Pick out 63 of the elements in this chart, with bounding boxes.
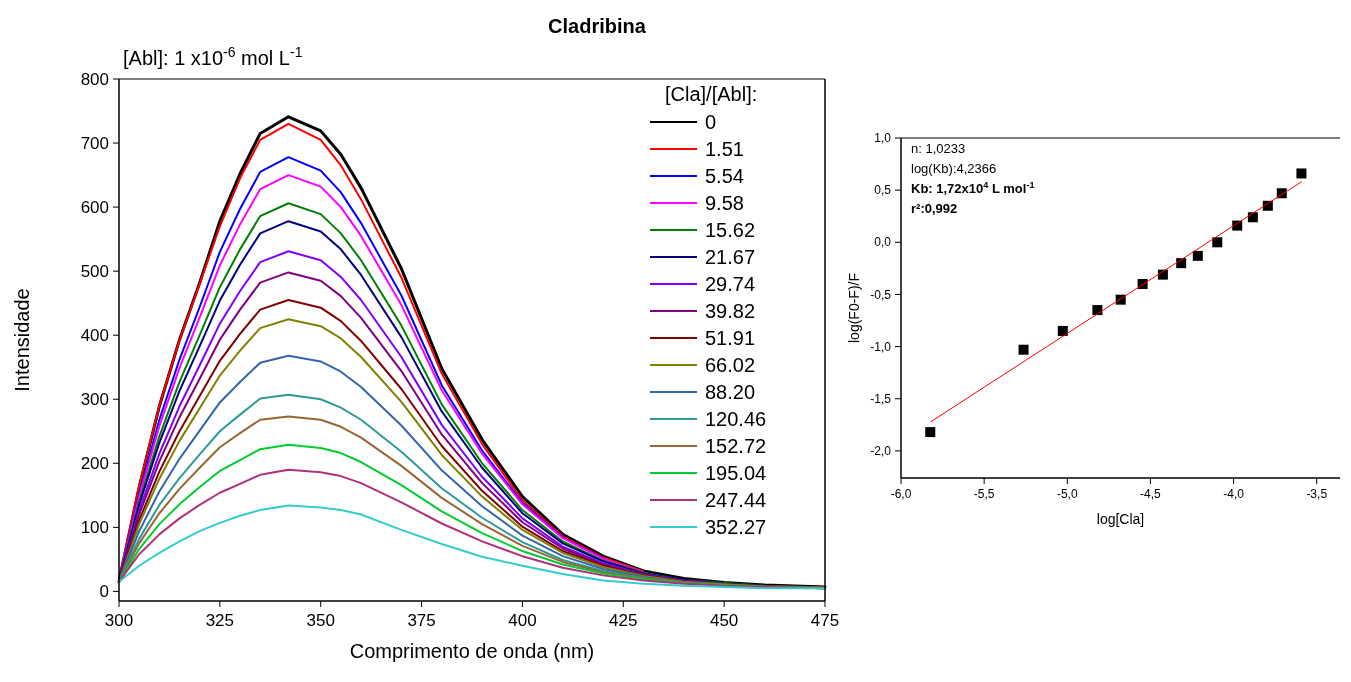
y-tick-label: -2,0 — [870, 444, 892, 459]
annotation: log(Kb):4,2366 — [911, 161, 997, 176]
x-tick-label: 300 — [104, 611, 134, 630]
point — [1212, 237, 1223, 248]
x-tick-label: 400 — [508, 611, 537, 630]
x-tick-label: -5,0 — [1056, 487, 1078, 501]
legend-label: 15.62 — [705, 219, 756, 241]
y-tick-label: 0 — [99, 582, 109, 602]
legend-label: 247.44 — [705, 489, 767, 511]
legend-label: 88.20 — [705, 381, 756, 403]
legend-label: 5.54 — [705, 165, 744, 187]
legend-label: 1.51 — [705, 138, 744, 160]
y-tick-label: 100 — [80, 518, 109, 538]
legend-label: 39.82 — [705, 300, 756, 322]
y-tick-label: 400 — [80, 326, 109, 346]
point — [1057, 325, 1068, 336]
x-tick-label: 425 — [609, 611, 638, 630]
y-tick-label: -0,5 — [870, 287, 892, 302]
legend-label: 21.67 — [705, 246, 756, 268]
y-tick-label: 0,0 — [874, 235, 892, 250]
legend-label: 120.46 — [705, 408, 767, 430]
x-tick-label: -4,5 — [1140, 487, 1162, 501]
legend-label: 352.27 — [705, 516, 767, 538]
x-tick-label: 450 — [709, 611, 739, 630]
x-tick-label: -4,0 — [1223, 487, 1245, 501]
y-tick-label: -1,5 — [870, 391, 892, 406]
legend-title: [Cla]/[Abl]: — [665, 83, 758, 105]
y-tick-label: 1,0 — [874, 131, 892, 146]
legend-label: 152.72 — [705, 435, 767, 457]
x-tick-label: 325 — [205, 611, 235, 630]
y-tick-label: 800 — [80, 69, 109, 89]
legend-label: 195.04 — [705, 462, 767, 484]
legend-label: 29.74 — [705, 273, 756, 295]
y-tick-label: 700 — [80, 134, 109, 153]
x-tick-label: 375 — [407, 611, 436, 630]
point — [1018, 344, 1029, 355]
point — [1296, 168, 1307, 179]
chart-subtitle: [Abl]: 1 x10$^{-6}$ mol L$^{-1}$ — [123, 44, 303, 69]
annotation: r²:0,992 — [911, 201, 958, 216]
y-tick-label: -1,0 — [870, 339, 892, 354]
y-axis-title: Intensidade — [11, 288, 33, 392]
point — [925, 427, 936, 438]
y-tick-label: 500 — [80, 262, 109, 282]
annotation: n: 1,0233 — [911, 141, 966, 156]
y-tick-label: 200 — [80, 454, 109, 474]
point — [1192, 250, 1203, 261]
x-axis-title: log[Cla] — [1096, 511, 1145, 527]
x-axis-title: Comprimento de onda (nm) — [349, 640, 595, 662]
legend-label: 0 — [705, 111, 717, 133]
chart-title: Cladribina — [548, 15, 647, 37]
legend-label: 66.02 — [705, 354, 756, 376]
x-tick-label: -5,5 — [973, 487, 995, 501]
x-tick-label: -6,0 — [890, 487, 912, 501]
legend-label: 51.91 — [705, 327, 756, 349]
annotation: Kb: 1,72x10$^{4}$ L mol$^{-1}$ — [911, 180, 1035, 196]
y-tick-label: 300 — [80, 390, 109, 410]
x-tick-label: 475 — [810, 611, 840, 630]
x-tick-label: -3,5 — [1306, 487, 1328, 501]
y-axis-title: log(F0-F)/F — [846, 273, 862, 343]
y-tick-label: 0,5 — [874, 183, 892, 198]
legend-label: 9.58 — [705, 192, 744, 214]
x-tick-label: 350 — [306, 611, 335, 630]
y-tick-label: 600 — [80, 198, 109, 218]
